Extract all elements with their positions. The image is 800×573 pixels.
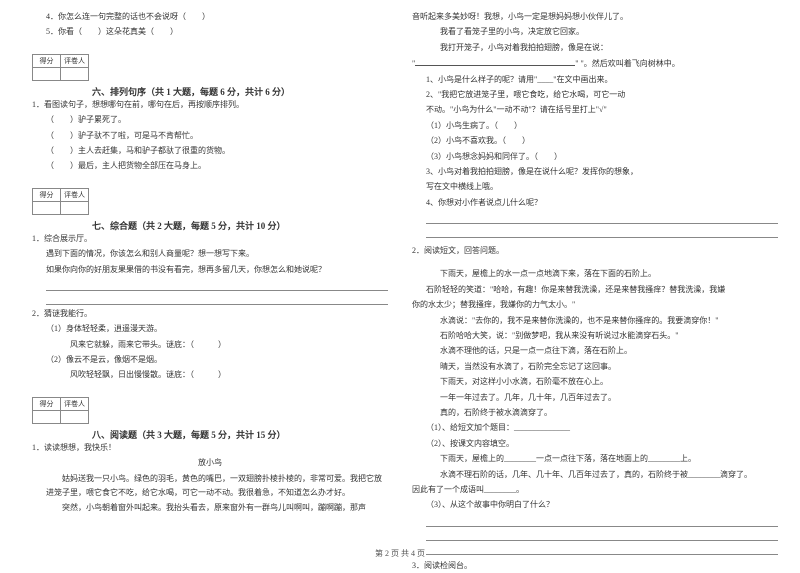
q2-p: 石阶轻轻的笑道："哈哈，有趣！你是来替我洗澡，还是来替我搔痒？替我洗澡，我嫌 [412,283,778,297]
story-title: 放小鸟 [32,456,388,470]
score-cell[interactable] [33,67,61,80]
q2-p: 水滴不理石阶的话，几年、几十年、几百年过去了，真的，石阶终于被________滴… [412,468,778,482]
sec7-q2-item: 风来它就躲，雨来它带头。谜底：（ ） [32,338,388,352]
score-cell[interactable] [33,201,61,214]
q2-p: 你的水太少；替我搔痒，我嫌你的力气太小。" [412,298,778,312]
sec7-q2-item: （2）像云不是云，像烟不是烟。 [32,353,388,367]
q2-p: （1）、给短文加个题目：______________ [412,421,778,435]
answer-line[interactable] [46,279,388,291]
page-footer: 第 2 页 共 4 页 [0,548,800,559]
answer-line[interactable] [426,515,778,527]
sec6-item: （ ）驴子累死了。 [32,113,388,127]
score-label: 得分 [33,397,61,410]
reviewer-label: 评卷人 [61,54,89,67]
score-table-6: 得分评卷人 [32,54,89,81]
reviewer-label: 评卷人 [61,397,89,410]
q1-item: （2）小鸟不喜欢我。（ ） [412,134,778,148]
section6-title: 六、排列句序（共 1 大题，每题 6 分，共计 6 分） [32,85,388,98]
q3-head: 3．阅读检阅台。 [412,559,778,573]
score-table-8: 得分评卷人 [32,397,89,424]
q2-p: 真的，石阶终于被水滴滴穿了。 [412,406,778,420]
q2-p: （3）、从这个故事中你明白了什么？ [412,498,778,512]
q1-item: 4、你想对小作者说点儿什么呢？ [412,196,778,210]
section7-header: 得分评卷人 [32,188,388,215]
q2-p: 因此有了一个成语叫________。 [412,483,778,497]
q4-line: 4．你怎么连一句完整的话也不会说呀（ ） [32,10,388,24]
q2-p: （2）、按课文内容填空。 [412,437,778,451]
sec7-q2-item: （1）身体轻轻柔，逍遥漫天游。 [32,322,388,336]
story-p1: 姑妈送我一只小鸟。绿色的羽毛，黄色的嘴巴，一双翅膀扑棱扑棱的，非常可爱。我把它放… [32,472,388,501]
sec8-q1: 1．读读想想，我快乐！ [32,441,388,455]
q1-item: （1）小鸟生病了。（ ） [412,119,778,133]
q2-p: 水滴不理他的话，只是一点一点往下滴，落在石阶上。 [412,344,778,358]
reviewer-cell[interactable] [61,67,89,80]
q1-item: 写在文中横线上哦。 [412,180,778,194]
section6-header: 得分评卷人 [32,54,388,81]
sec6-item: （ ）最后，主人把货物全部压在马身上。 [32,159,388,173]
story-tail: " "。然后欢叫着飞向树林中。 [575,59,680,68]
reviewer-label: 评卷人 [61,188,89,201]
q1-item: 3、小鸟对着我拍拍翅膀，像是在说什么呢？发挥你的想象， [412,165,778,179]
q1-item: 2、"我把它放进笼子里，喂它食吃，给它水喝，可它一动 [412,88,778,102]
score-table-7: 得分评卷人 [32,188,89,215]
reviewer-cell[interactable] [61,410,89,423]
sec7-q1-a: 遇到下面的情况，你该怎么和别人商量呢？想一想写下来。 [32,247,388,261]
sec7-q1-head: 1．综合展示厅。 [32,232,388,246]
section8-header: 得分评卷人 [32,397,388,424]
reviewer-cell[interactable] [61,201,89,214]
story-cont: 我看了看笼子里的小鸟，决定放它回家。 [412,25,778,39]
sec7-q2-head: 2．猜谜我能行。 [32,307,388,321]
q1-item: （3）小鸟想念妈妈和同伴了。（ ） [412,150,778,164]
q2-p: 下雨天，屋檐上的________一点一点往下落，落在地面上的________上。 [412,452,778,466]
answer-line[interactable] [426,529,778,541]
q1-item: 不动。"小鸟为什么"一动不动"？请在括号里打上"√" [412,103,778,117]
answer-line[interactable] [426,212,778,224]
sec7-q1-b: 如果你向你的好朋友果果借的书没有看完，想再多留几天，你想怎么和她说呢？ [32,263,388,277]
section8-title: 八、阅读题（共 3 大题，每题 5 分，共计 15 分） [32,428,388,441]
q2-p: 水滴说："去你的，我不是来替你洗澡的，也不是来替你搔痒的。我要滴穿你！" [412,314,778,328]
q2-p: 一年一年过去了。几年，几十年，几百年过去了。 [412,391,778,405]
sec7-q2-item: 风吹轻轻飘，日出慢慢散。谜底：（ ） [32,368,388,382]
q1-item: 1、小鸟是什么样子的呢？请用"____"在文中画出来。 [412,73,778,87]
q2-head: 2．阅读短文，回答问题。 [412,244,778,258]
q2-p: 晴天，当然没有水滴了，石阶完全忘记了这回事。 [412,360,778,374]
q2-p: 下雨天，对这样小小水滴，石阶毫不放在心上。 [412,375,778,389]
sec6-item: （ ）主人去赶集，马和驴子都驮了很重的货物。 [32,144,388,158]
answer-line[interactable] [426,226,778,238]
sec6-item: （ ）驴子驮不了啦，可是马不肯帮忙。 [32,129,388,143]
q2-p: 石阶哈哈大笑，说："别做梦吧，我从来没有听说过水能滴穿石头。" [412,329,778,343]
story-cont: 我打开笼子，小鸟对着我拍拍翅膀，像是在说： [412,41,778,55]
story-p2: 突然，小鸟朝着窗外叫起来。我抬头看去，原来窗外有一群鸟儿叫啊叫，蹦啊蹦，那声 [32,501,388,515]
score-cell[interactable] [33,410,61,423]
section7-title: 七、综合题（共 2 大题，每题 5 分，共计 10 分） [32,219,388,232]
score-label: 得分 [33,54,61,67]
story-blank-line: "" "。然后欢叫着飞向树林中。 [412,56,778,71]
q2-p: 下雨天，屋檐上的水一点一点地滴下来，落在下面的石阶上。 [412,267,778,281]
q5-line: 5．你看（ ）这朵花真美（ ） [32,25,388,39]
story-cont: 音听起来多美妙呀！我想，小鸟一定是想妈妈想小伙伴儿了。 [412,10,778,24]
fill-blank[interactable] [415,56,575,66]
answer-line[interactable] [46,293,388,305]
sec6-q: 1．看图读句子，想想哪句在前，哪句在后，再按顺序排列。 [32,98,388,112]
score-label: 得分 [33,188,61,201]
